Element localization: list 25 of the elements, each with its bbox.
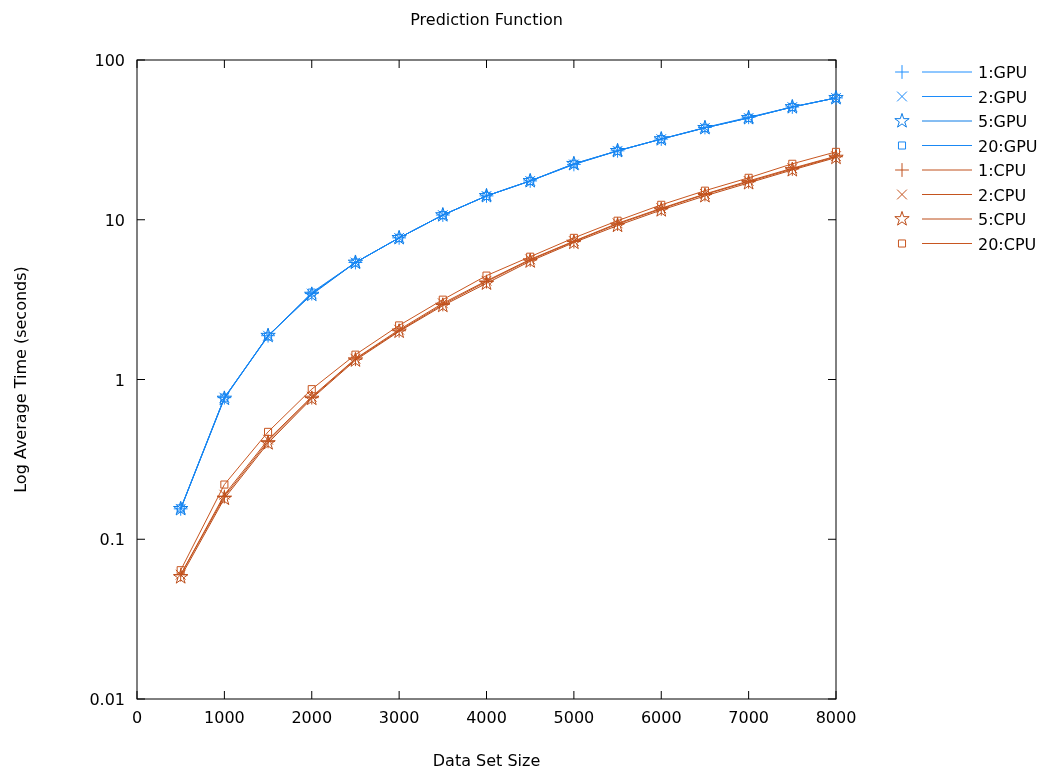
- legend-label: 20:CPU: [978, 234, 1037, 254]
- chart-title: Prediction Function: [410, 10, 563, 29]
- x-tick-label: 6000: [640, 708, 682, 727]
- x-tick-label: 0: [131, 708, 143, 727]
- x-tick-label: 2000: [291, 708, 333, 727]
- y-tick-label: 0.1: [99, 530, 125, 550]
- legend-label: 1:GPU: [978, 63, 1028, 82]
- legend-label: 5:CPU: [978, 210, 1027, 229]
- x-tick-label: 3000: [378, 708, 420, 727]
- x-axis-title: Data Set Size: [432, 751, 541, 770]
- legend-label: 2:CPU: [978, 185, 1027, 205]
- y-axis-title: Log Average Time (seconds): [11, 266, 30, 493]
- x-tick-label: 4000: [466, 708, 507, 727]
- y-tick-label: 100: [94, 51, 125, 70]
- y-tick-label: 0.01: [89, 690, 125, 709]
- legend-label: 1:CPU: [978, 161, 1027, 180]
- legend-label: 5:GPU: [978, 112, 1028, 131]
- y-tick-label: 10: [104, 210, 125, 230]
- x-tick-label: 1000: [204, 708, 245, 727]
- x-tick-label: 7000: [728, 708, 769, 727]
- y-tick-label: 1: [114, 370, 125, 390]
- legend-label: 20:GPU: [978, 136, 1038, 156]
- x-tick-label: 8000: [815, 708, 857, 727]
- x-tick-label: 5000: [553, 708, 595, 727]
- legend-label: 2:GPU: [978, 87, 1028, 107]
